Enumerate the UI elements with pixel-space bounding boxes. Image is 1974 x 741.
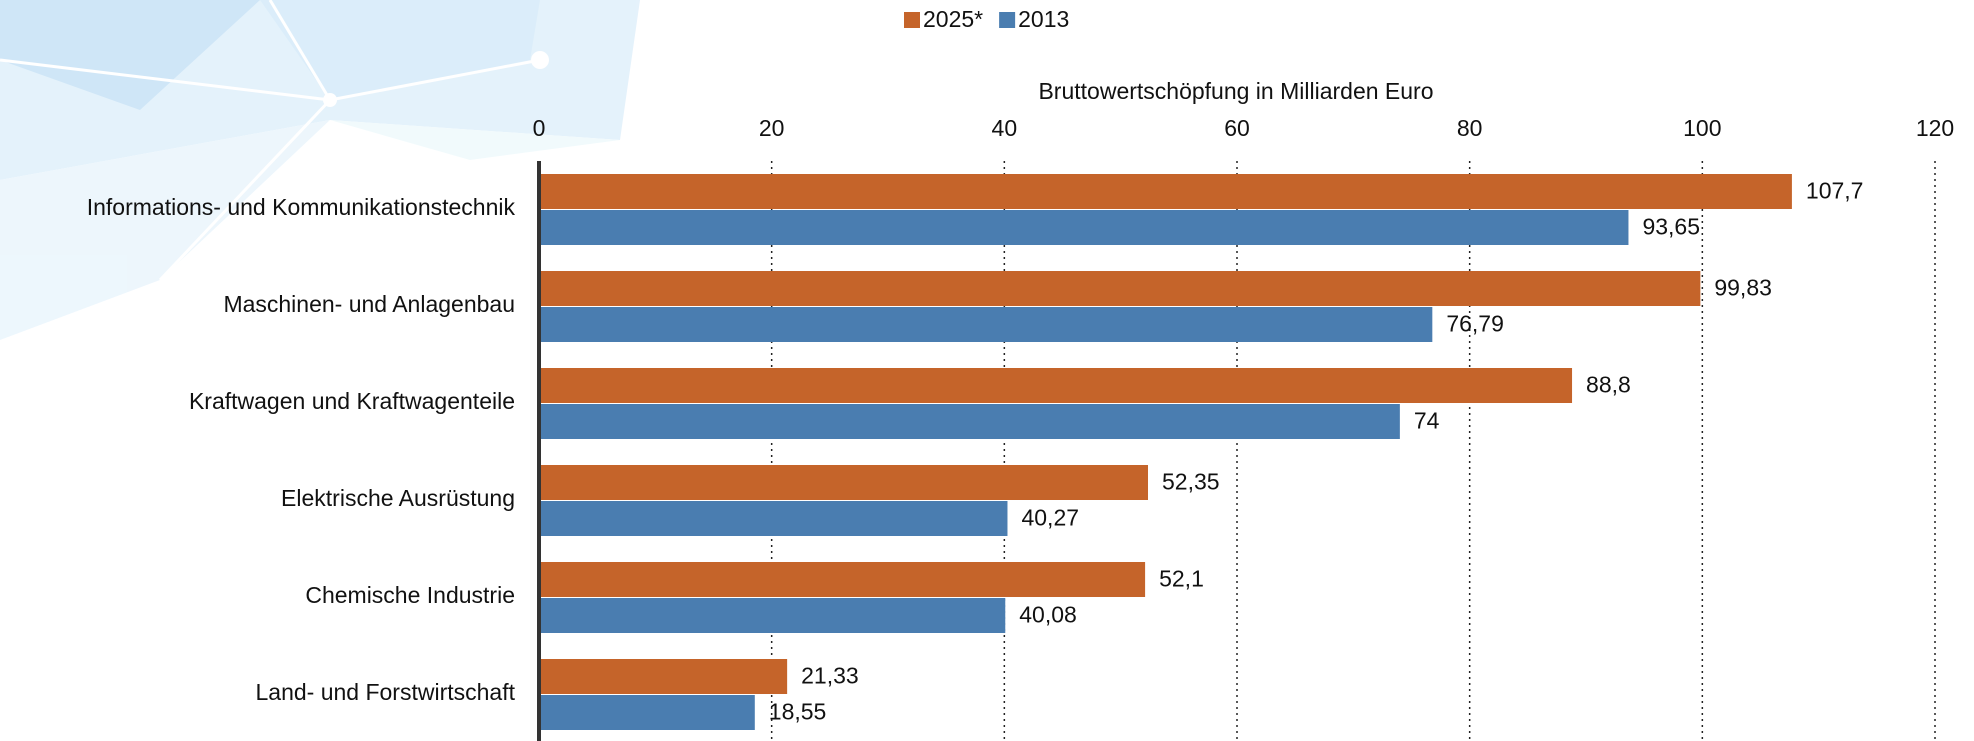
data-label: 93,65 [1642, 214, 1700, 240]
bar [539, 695, 755, 730]
data-label: 52,35 [1162, 469, 1220, 495]
bar [539, 368, 1573, 403]
data-label: 107,7 [1806, 178, 1864, 204]
bar [539, 562, 1146, 597]
data-label: 76,79 [1446, 311, 1504, 337]
bar [539, 174, 1792, 209]
y-tick-label: Elektrische Ausrüstung [281, 485, 515, 511]
bar [539, 501, 1008, 536]
x-tick-label: 60 [1224, 115, 1250, 141]
x-tick-label: 0 [533, 115, 546, 141]
data-label: 52,1 [1159, 566, 1204, 592]
background-decoration [0, 0, 640, 340]
legend-swatch [904, 12, 920, 28]
bar [539, 271, 1701, 306]
x-axis-title: Bruttowertschöpfung in Milliarden Euro [1038, 78, 1433, 104]
bar [539, 659, 788, 694]
y-tick-label: Maschinen- und Anlagenbau [223, 291, 515, 317]
data-label: 40,08 [1019, 602, 1077, 628]
bar [539, 598, 1006, 633]
legend-swatch [999, 12, 1016, 28]
x-tick-label: 100 [1683, 115, 1721, 141]
data-label: 40,27 [1021, 505, 1079, 531]
bar [539, 210, 1629, 245]
bar [539, 404, 1400, 439]
data-label: 74 [1414, 408, 1440, 434]
x-tick-label: 80 [1457, 115, 1483, 141]
x-tick-label: 120 [1916, 115, 1954, 141]
y-tick-label: Informations- und Kommunikationstechnik [87, 194, 516, 220]
y-tick-label: Land- und Forstwirtschaft [255, 679, 515, 705]
legend: 2025* 2013 [904, 6, 1069, 32]
y-tick-label: Kraftwagen und Kraftwagenteile [189, 388, 515, 414]
data-label: 21,33 [801, 663, 859, 689]
data-label: 18,55 [769, 699, 827, 725]
legend-label: 2025* [923, 6, 983, 32]
data-label: 99,83 [1714, 275, 1772, 301]
y-tick-label: Chemische Industrie [305, 582, 515, 608]
x-tick-label: 40 [992, 115, 1018, 141]
legend-label: 2013 [1018, 6, 1069, 32]
data-label: 88,8 [1586, 372, 1631, 398]
x-tick-label: 20 [759, 115, 785, 141]
bar [539, 465, 1149, 500]
bar [539, 307, 1433, 342]
